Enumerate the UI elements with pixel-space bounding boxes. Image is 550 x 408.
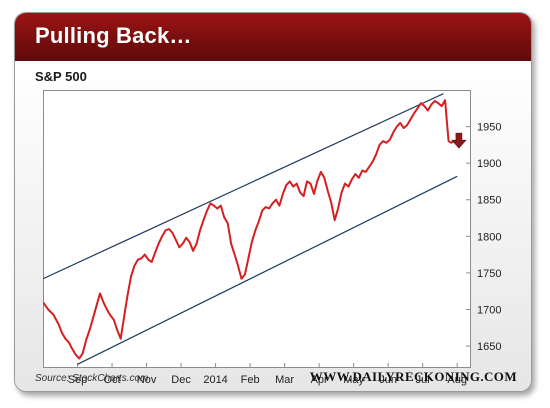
x-tick-label: Jun (379, 374, 397, 386)
y-tick-label: 1650 (477, 341, 501, 353)
site-url: WWW.DAILYRECKONING.COM (309, 369, 517, 384)
x-tick-label: Dec (171, 374, 191, 386)
x-tick-label: Oct (103, 374, 120, 386)
chart-svg: Sep Oct Nov Dec 2014 Feb Mar Apr May Jun Jul Aug 165… (43, 93, 501, 386)
y-tick-label: 1800 (477, 231, 501, 243)
page-title: Pulling Back… (35, 23, 192, 48)
x-tick-label: Sep (68, 374, 88, 386)
x-tick-label: Nov (137, 374, 157, 386)
channel-line (43, 93, 444, 280)
x-tick-label: Mar (275, 374, 294, 386)
y-tick-label: 1900 (477, 158, 501, 170)
x-tick-label: Apr (311, 374, 328, 386)
x-tick-label: Jul (416, 374, 430, 386)
y-tick-label: 1750 (477, 268, 501, 280)
header-banner: Pulling Back… (15, 13, 531, 63)
channel-line (77, 175, 458, 365)
chart-title: S&P 500 (35, 69, 87, 84)
source-note: Source: StockCharts.com (35, 373, 149, 384)
x-tick-label: 2014 (203, 374, 227, 386)
down-arrow-icon (451, 132, 467, 149)
chart-panel: S&P 500 Sep Oct Nov Dec 2014 Feb Mar Apr May Jun J… (15, 63, 531, 391)
y-tick-label: 1700 (477, 304, 501, 316)
y-tick-label: 1850 (477, 195, 501, 207)
x-tick-label: Feb (241, 374, 260, 386)
y-tick-label: 1950 (477, 122, 501, 134)
x-tick-label: Aug (447, 374, 467, 386)
price-series-line (43, 99, 455, 360)
x-tick-label: May (343, 374, 364, 386)
chart-card: Pulling Back… S&P 500 Sep Oct Nov Dec 2014 Fe… (14, 12, 532, 392)
